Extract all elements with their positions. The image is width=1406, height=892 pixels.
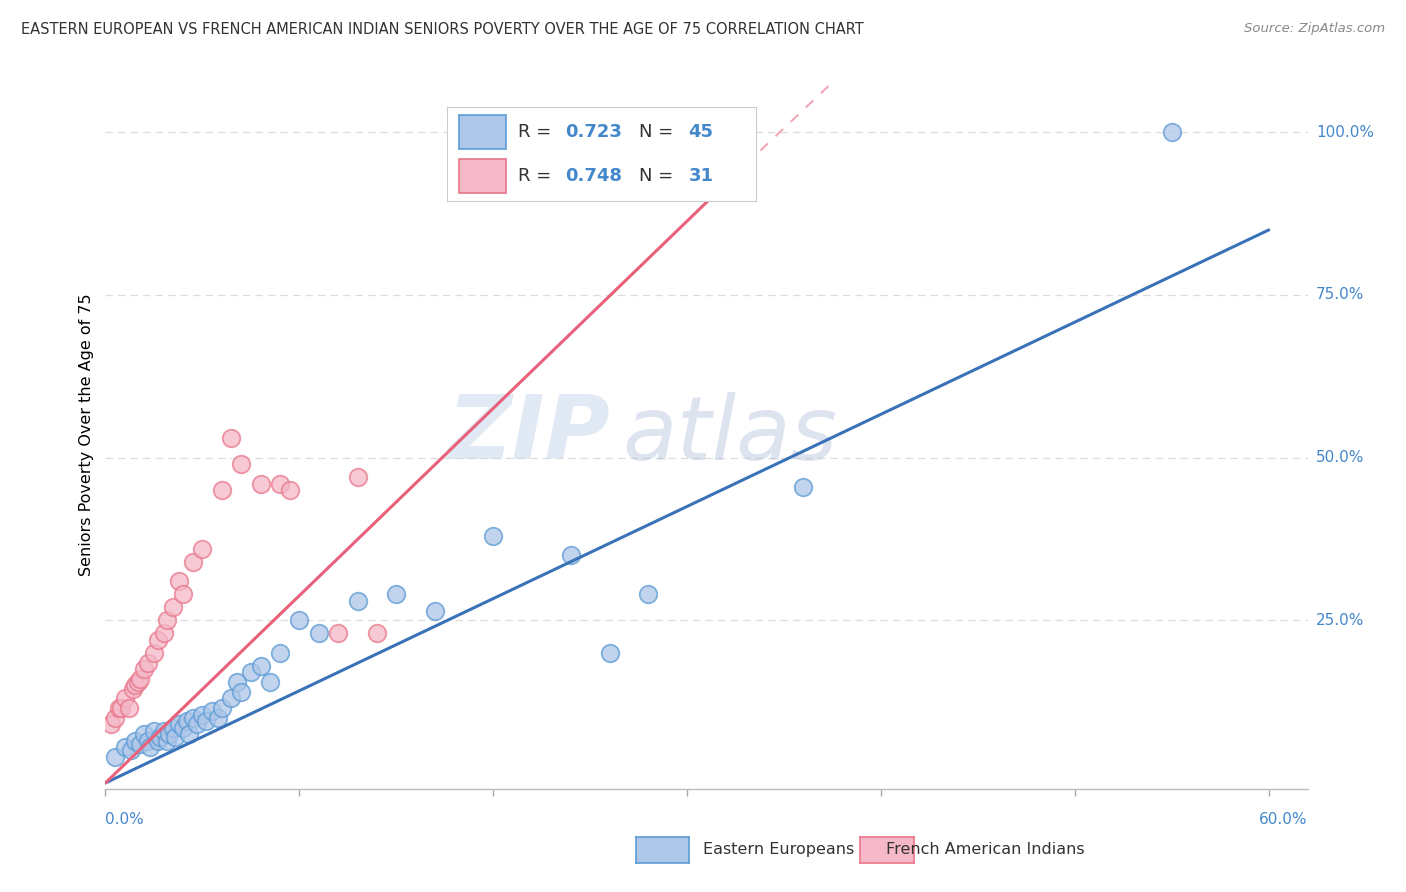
- Point: [792, 480, 814, 494]
- Point: [186, 717, 208, 731]
- Point: [269, 646, 291, 660]
- Text: atlas: atlas: [623, 392, 837, 478]
- Point: [129, 672, 152, 686]
- Point: [176, 714, 198, 728]
- Point: [326, 626, 349, 640]
- Point: [599, 646, 621, 660]
- Point: [114, 691, 136, 706]
- Y-axis label: Seniors Poverty Over the Age of 75: Seniors Poverty Over the Age of 75: [79, 293, 94, 576]
- Point: [100, 717, 122, 731]
- Point: [124, 678, 146, 692]
- Point: [249, 658, 271, 673]
- Point: [162, 600, 184, 615]
- Point: [136, 656, 159, 670]
- Text: Source: ZipAtlas.com: Source: ZipAtlas.com: [1244, 22, 1385, 36]
- Point: [124, 733, 146, 747]
- Point: [177, 727, 200, 741]
- Point: [121, 681, 143, 696]
- Point: [278, 483, 301, 497]
- Point: [249, 476, 271, 491]
- Text: EASTERN EUROPEAN VS FRENCH AMERICAN INDIAN SENIORS POVERTY OVER THE AGE OF 75 CO: EASTERN EUROPEAN VS FRENCH AMERICAN INDI…: [21, 22, 863, 37]
- Point: [181, 555, 204, 569]
- Text: R =: R =: [519, 123, 557, 141]
- Text: N =: N =: [638, 123, 679, 141]
- Point: [129, 737, 152, 751]
- Point: [211, 701, 233, 715]
- Point: [423, 603, 446, 617]
- Point: [120, 743, 142, 757]
- Point: [162, 721, 184, 735]
- Point: [146, 632, 169, 647]
- Point: [637, 587, 659, 601]
- Point: [142, 723, 165, 738]
- Point: [231, 685, 253, 699]
- Point: [165, 731, 187, 745]
- Text: Eastern Europeans: Eastern Europeans: [703, 842, 855, 856]
- Point: [152, 626, 174, 640]
- Point: [191, 707, 214, 722]
- Point: [482, 125, 505, 139]
- Point: [118, 701, 141, 715]
- Point: [142, 646, 165, 660]
- Point: [156, 613, 179, 627]
- Point: [152, 723, 174, 738]
- Text: 75.0%: 75.0%: [1316, 287, 1364, 302]
- Point: [156, 733, 179, 747]
- Point: [346, 470, 368, 484]
- Point: [134, 727, 156, 741]
- Text: French American Indians: French American Indians: [886, 842, 1084, 856]
- FancyBboxPatch shape: [460, 159, 506, 194]
- Text: 60.0%: 60.0%: [1260, 812, 1308, 827]
- Point: [195, 714, 218, 728]
- Point: [127, 675, 149, 690]
- Text: 0.748: 0.748: [565, 167, 621, 185]
- Text: 0.0%: 0.0%: [105, 812, 145, 827]
- Text: ZIP: ZIP: [447, 392, 610, 478]
- Point: [104, 711, 127, 725]
- Point: [207, 711, 229, 725]
- Point: [139, 740, 162, 755]
- Point: [308, 626, 330, 640]
- Point: [108, 701, 131, 715]
- Point: [167, 717, 190, 731]
- Text: 25.0%: 25.0%: [1316, 613, 1364, 628]
- Point: [159, 727, 181, 741]
- Text: N =: N =: [638, 167, 679, 185]
- Point: [288, 613, 311, 627]
- Point: [201, 704, 224, 718]
- Point: [269, 476, 291, 491]
- Point: [259, 675, 281, 690]
- Point: [482, 529, 505, 543]
- Text: 100.0%: 100.0%: [1316, 125, 1374, 140]
- Text: 0.723: 0.723: [565, 123, 621, 141]
- Text: 45: 45: [689, 123, 713, 141]
- Point: [110, 701, 132, 715]
- Point: [134, 662, 156, 676]
- Point: [221, 431, 243, 445]
- Point: [1160, 125, 1182, 139]
- Point: [172, 587, 194, 601]
- Point: [149, 731, 172, 745]
- Point: [221, 691, 243, 706]
- Point: [167, 574, 190, 589]
- Point: [366, 626, 388, 640]
- FancyBboxPatch shape: [460, 114, 506, 149]
- Point: [136, 733, 159, 747]
- Point: [560, 548, 582, 562]
- Point: [239, 665, 262, 680]
- Point: [146, 733, 169, 747]
- Point: [385, 587, 408, 601]
- Point: [104, 750, 127, 764]
- Text: 31: 31: [689, 167, 713, 185]
- Point: [172, 721, 194, 735]
- Text: 50.0%: 50.0%: [1316, 450, 1364, 465]
- Point: [191, 541, 214, 556]
- Point: [114, 740, 136, 755]
- Point: [211, 483, 233, 497]
- Point: [346, 593, 368, 607]
- Point: [226, 675, 249, 690]
- Text: R =: R =: [519, 167, 557, 185]
- Point: [181, 711, 204, 725]
- Point: [231, 457, 253, 471]
